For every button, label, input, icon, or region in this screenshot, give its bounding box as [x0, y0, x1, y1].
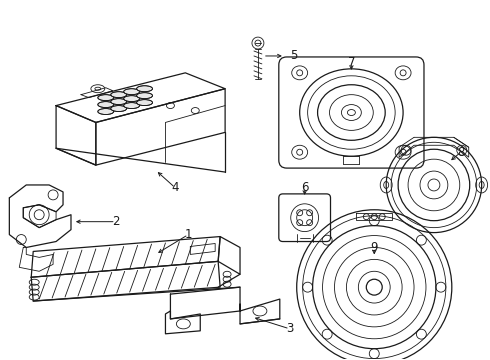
Text: 2: 2	[112, 215, 120, 228]
Ellipse shape	[137, 86, 152, 92]
Ellipse shape	[137, 93, 152, 99]
Ellipse shape	[111, 92, 127, 98]
Ellipse shape	[123, 89, 140, 95]
Ellipse shape	[98, 102, 114, 108]
Text: 4: 4	[172, 181, 179, 194]
Ellipse shape	[137, 100, 152, 105]
Text: 7: 7	[347, 57, 355, 69]
Text: 1: 1	[185, 228, 192, 241]
Text: 5: 5	[290, 49, 297, 63]
Ellipse shape	[98, 95, 114, 100]
Text: 8: 8	[457, 146, 465, 159]
Ellipse shape	[98, 109, 114, 114]
Text: 6: 6	[301, 181, 308, 194]
Ellipse shape	[123, 103, 140, 109]
Ellipse shape	[111, 105, 127, 112]
Ellipse shape	[111, 99, 127, 105]
Text: 9: 9	[370, 241, 378, 254]
Ellipse shape	[123, 96, 140, 102]
Text: 3: 3	[286, 322, 294, 336]
